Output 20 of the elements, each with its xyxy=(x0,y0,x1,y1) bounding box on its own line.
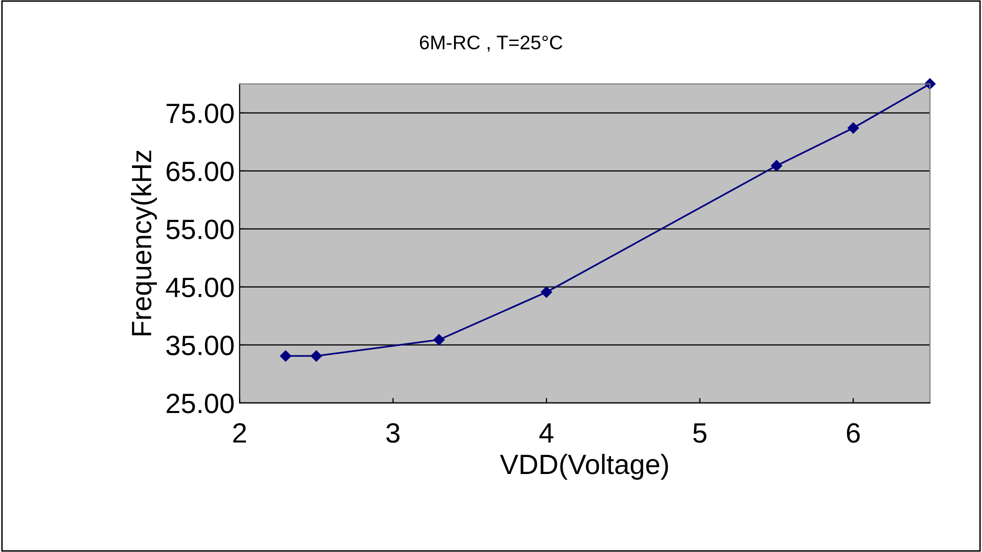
point xyxy=(433,334,445,346)
y-tick-label: 35.00 xyxy=(166,336,234,356)
y-tick-label: 55.00 xyxy=(166,220,234,240)
point xyxy=(280,350,292,362)
y-axis-title: Frequency(kHz xyxy=(131,150,157,336)
y-tick-label: 25.00 xyxy=(166,394,234,414)
x-tick-label: 4 xyxy=(539,423,554,443)
x-tick-label: 3 xyxy=(386,423,400,443)
x-tick-label: 6 xyxy=(846,423,860,443)
y-tick-label: 45.00 xyxy=(166,278,234,298)
chart-title: 6M-RC , T=25°C xyxy=(420,36,562,52)
x-tick-label: 2 xyxy=(233,423,246,443)
point xyxy=(540,286,552,298)
point xyxy=(848,122,859,134)
x-axis-title: VDD(Voltage) xyxy=(500,454,668,480)
point xyxy=(310,350,322,362)
x-tick-label: 5 xyxy=(693,423,706,443)
point xyxy=(770,160,782,172)
y-tick-label: 75.00 xyxy=(166,104,234,124)
y-tick-label: 65.00 xyxy=(166,162,234,182)
